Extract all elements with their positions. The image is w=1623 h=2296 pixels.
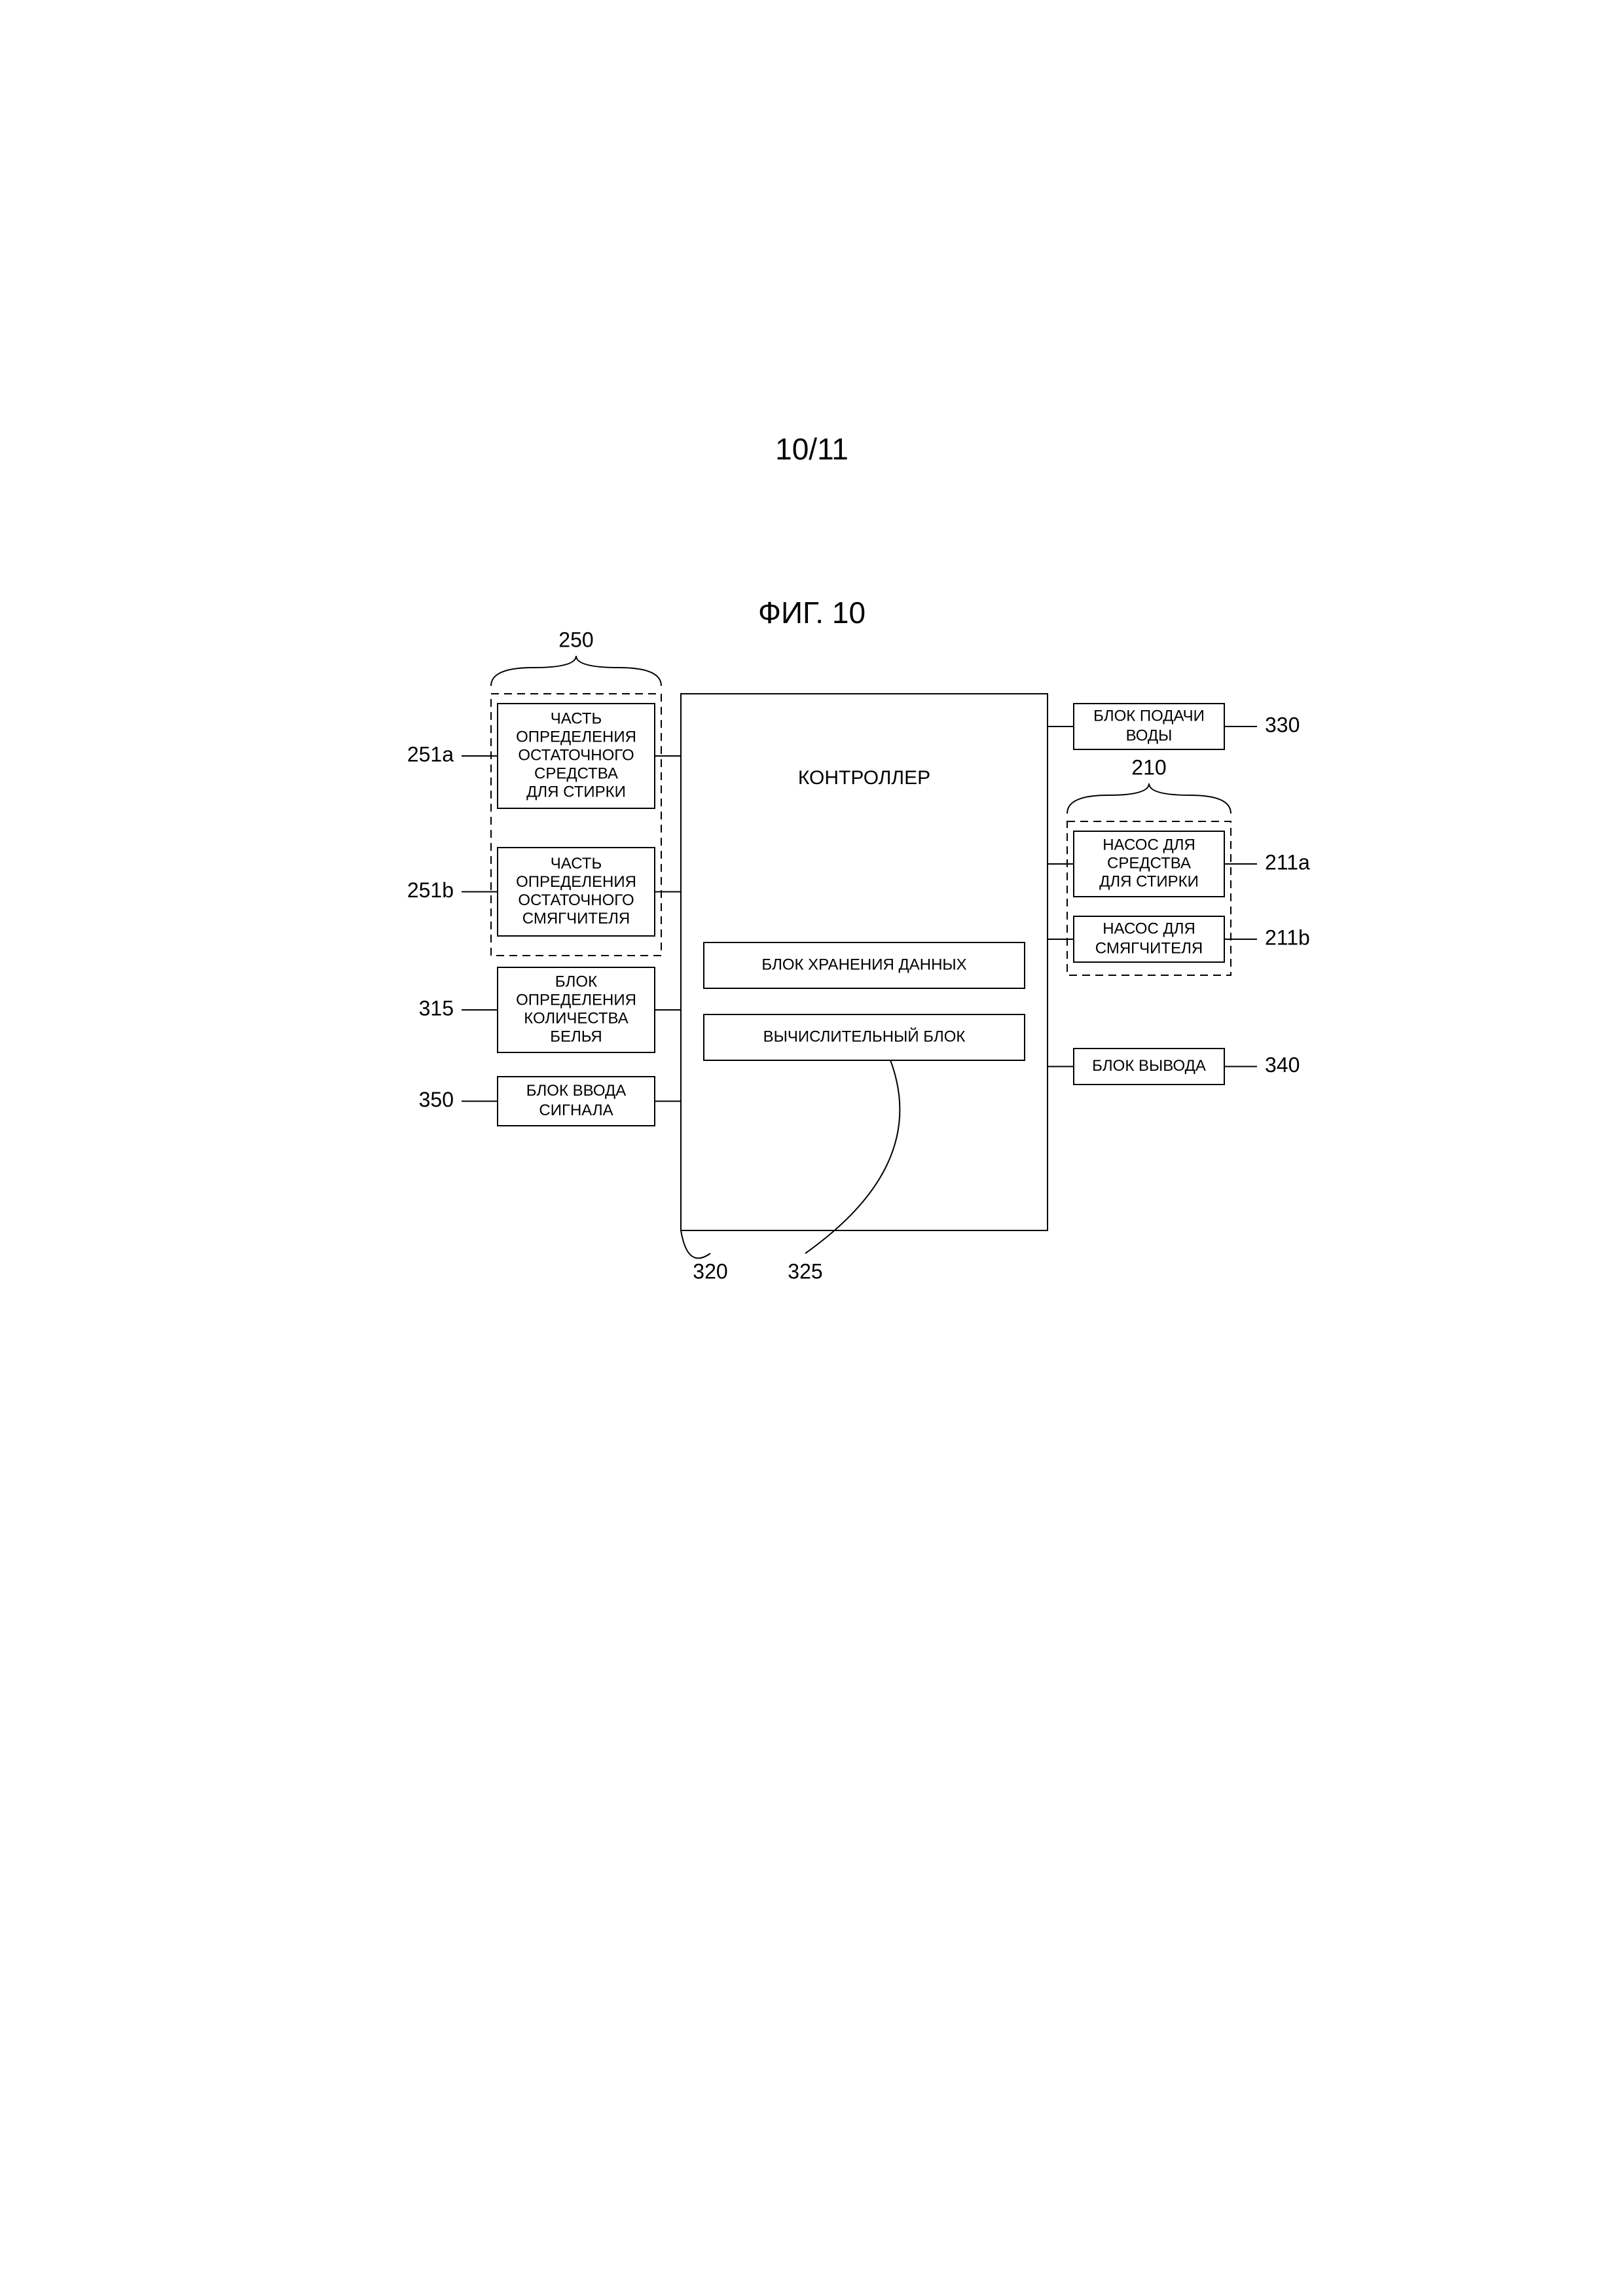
- ref-211b: 211b: [1265, 925, 1310, 949]
- softener-residual-label: ОСТАТОЧНОГО: [518, 891, 634, 909]
- ref-340: 340: [1265, 1053, 1300, 1077]
- laundry-amount-label: ОПРЕДЕЛЕНИЯ: [516, 991, 636, 1009]
- detergent-residual-label: ОСТАТОЧНОГО: [518, 746, 634, 764]
- detergent-pump-label: ДЛЯ СТИРКИ: [1099, 872, 1199, 890]
- ref-350: 350: [419, 1088, 454, 1111]
- detergent-residual-label: ДЛЯ СТИРКИ: [526, 783, 626, 800]
- laundry-amount-label: БЛОК: [555, 973, 597, 990]
- ref-250: 250: [558, 628, 593, 651]
- detergent-residual-label: ЧАСТЬ: [551, 709, 602, 727]
- water-supply-label: БЛОК ПОДАЧИ: [1093, 707, 1205, 725]
- ref-210: 210: [1131, 755, 1166, 779]
- ref-251b: 251b: [407, 878, 454, 902]
- laundry-amount-label: БЕЛЬЯ: [550, 1028, 602, 1045]
- ref-320: 320: [693, 1259, 727, 1283]
- signal-input-label: БЛОК ВВОДА: [526, 1082, 626, 1100]
- signal-input-label: СИГНАЛА: [539, 1102, 613, 1119]
- storage-label: БЛОК ХРАНЕНИЯ ДАННЫХ: [761, 956, 966, 973]
- softener-residual-label: СМЯГЧИТЕЛЯ: [522, 910, 630, 927]
- water-supply-label: ВОДЫ: [1126, 726, 1173, 744]
- detergent-pump-label: СРЕДСТВА: [1107, 854, 1191, 872]
- ref-315: 315: [419, 996, 454, 1020]
- page: 10/11 ФИГ. 10 КОНТРОЛЛЕР БЛОК ХРАНЕНИЯ ДАНН…: [0, 0, 1623, 2296]
- softener-residual-label: ЧАСТЬ: [551, 855, 602, 872]
- ref-251a: 251a: [407, 742, 454, 766]
- output-label: БЛОК ВЫВОДА: [1092, 1057, 1206, 1075]
- laundry-amount-label: КОЛИЧЕСТВА: [524, 1009, 629, 1027]
- softener-residual-label: ОПРЕДЕЛЕНИЯ: [516, 873, 636, 891]
- ref-325: 325: [788, 1259, 822, 1283]
- softener-pump-label: СМЯГЧИТЕЛЯ: [1095, 939, 1203, 957]
- figure-title: ФИГ. 10: [758, 596, 866, 630]
- diagram-svg: 10/11 ФИГ. 10 КОНТРОЛЛЕР БЛОК ХРАНЕНИЯ ДАНН…: [0, 0, 1623, 2296]
- ref-211a: 211a: [1265, 850, 1310, 874]
- softener-pump-label: НАСОС ДЛЯ: [1103, 920, 1195, 937]
- detergent-pump-label: НАСОС ДЛЯ: [1103, 836, 1195, 853]
- page-number: 10/11: [775, 432, 848, 466]
- detergent-residual-label: СРЕДСТВА: [534, 764, 618, 782]
- ref-330: 330: [1265, 713, 1300, 736]
- compute-label: ВЫЧИСЛИТЕЛЬНЫЙ БЛОК: [763, 1027, 966, 1045]
- detergent-residual-label: ОПРЕДЕЛЕНИЯ: [516, 728, 636, 745]
- controller-label: КОНТРОЛЛЕР: [798, 767, 930, 789]
